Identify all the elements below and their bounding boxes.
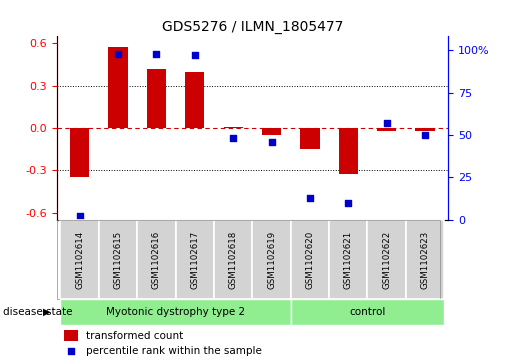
Bar (109, 47, 128, 128)
Text: GSM1102619: GSM1102619 (267, 231, 276, 289)
Point (421, 132, 429, 138)
Bar (368, 220, 406, 299)
Text: GSM1102618: GSM1102618 (229, 231, 237, 289)
Bar (339, 128, 358, 175)
Text: GSM1102614: GSM1102614 (75, 231, 84, 289)
Bar (214, 220, 252, 299)
Bar (60, 220, 99, 299)
Bar (70, 128, 89, 177)
Text: GSM1102617: GSM1102617 (190, 231, 199, 289)
Bar (416, 128, 435, 131)
Point (267, 139, 276, 145)
Point (344, 200, 352, 205)
Text: control: control (349, 307, 386, 317)
Bar (176, 220, 214, 299)
Point (380, 266, 388, 272)
Text: ▶: ▶ (43, 307, 50, 317)
Bar (406, 220, 444, 299)
Bar (147, 69, 166, 128)
Text: GSM1102623: GSM1102623 (421, 231, 430, 289)
Text: percentile rank within the sample: percentile rank within the sample (86, 346, 262, 356)
Point (229, 135, 237, 141)
Bar (300, 128, 319, 149)
Bar (377, 128, 396, 131)
Text: transformed count: transformed count (86, 331, 183, 341)
Bar (291, 220, 329, 299)
Bar (252, 220, 291, 299)
Point (306, 195, 314, 200)
Point (76, 213, 84, 219)
Bar (329, 220, 368, 299)
Bar (99, 220, 137, 299)
Text: GSM1102622: GSM1102622 (382, 231, 391, 289)
Text: Myotonic dystrophy type 2: Myotonic dystrophy type 2 (106, 307, 245, 317)
Title: GDS5276 / ILMN_1805477: GDS5276 / ILMN_1805477 (162, 20, 343, 34)
Text: GSM1102621: GSM1102621 (344, 231, 353, 289)
Bar (64, 330, 78, 341)
Text: disease state: disease state (3, 307, 72, 317)
Bar (224, 127, 243, 128)
Point (191, 53, 199, 58)
Bar (185, 72, 204, 128)
Point (114, 51, 122, 57)
Bar (291, 299, 444, 325)
Text: GSM1102620: GSM1102620 (305, 231, 315, 289)
Bar (60, 299, 291, 325)
Point (152, 51, 161, 57)
Bar (137, 220, 176, 299)
Bar (262, 128, 281, 135)
Text: GSM1102615: GSM1102615 (113, 231, 123, 289)
Text: GSM1102616: GSM1102616 (152, 231, 161, 289)
Point (383, 120, 391, 126)
